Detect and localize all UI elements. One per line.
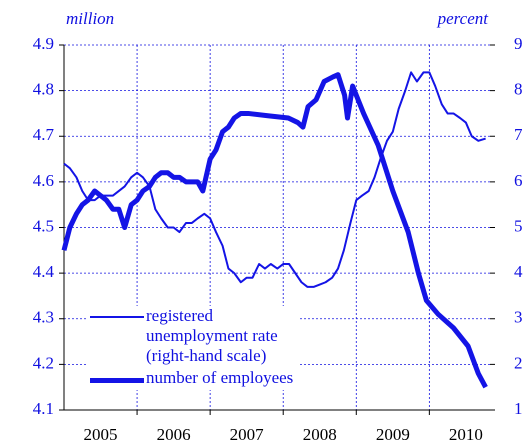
y-tick-label: 4.3 [33,308,54,327]
y2-tick-label: 4 [514,262,523,281]
x-tick-label: 2010 [449,425,483,444]
y-axis-label: million [66,9,114,28]
line-series [61,72,488,389]
y2-tick-label: 1 [514,399,523,418]
y2-tick-label: 9 [514,34,523,53]
x-tick-label: 2008 [303,425,337,444]
legend: registered unemployment rate (right-hand… [88,306,298,390]
y-tick-label: 4.4 [33,262,55,281]
y-tick-label: 4.5 [33,216,54,235]
y2-tick-label: 2 [514,353,523,372]
y2-tick-label: 5 [514,216,523,235]
line-series [63,71,486,288]
x-tick-label: 2007 [230,425,265,444]
legend-label: registered unemployment rate (right-hand… [146,306,278,365]
legend-swatch [90,316,144,318]
y-tick-label: 4.8 [33,80,54,99]
y2-tick-label: 7 [514,125,523,144]
x-tick-label: 2005 [84,425,118,444]
legend-swatch [90,378,144,383]
y2-tick-label: 6 [514,171,523,190]
x-tick-label: 2006 [157,425,191,444]
y-tick-label: 4.7 [33,125,55,144]
x-tick-label: 2009 [376,425,410,444]
y-tick-label: 4.2 [33,353,54,372]
y2-tick-label: 8 [514,80,523,99]
y2-axis-label: percent [437,9,490,28]
y-tick-label: 4.6 [33,171,54,190]
y2-tick-label: 3 [514,308,523,327]
legend-label: number of employees [146,368,294,387]
y-tick-label: 4.9 [33,34,54,53]
legend-entry: number of employees [88,368,298,388]
legend-entry: registered unemployment rate (right-hand… [88,306,298,366]
y-tick-label: 4.1 [33,399,54,418]
